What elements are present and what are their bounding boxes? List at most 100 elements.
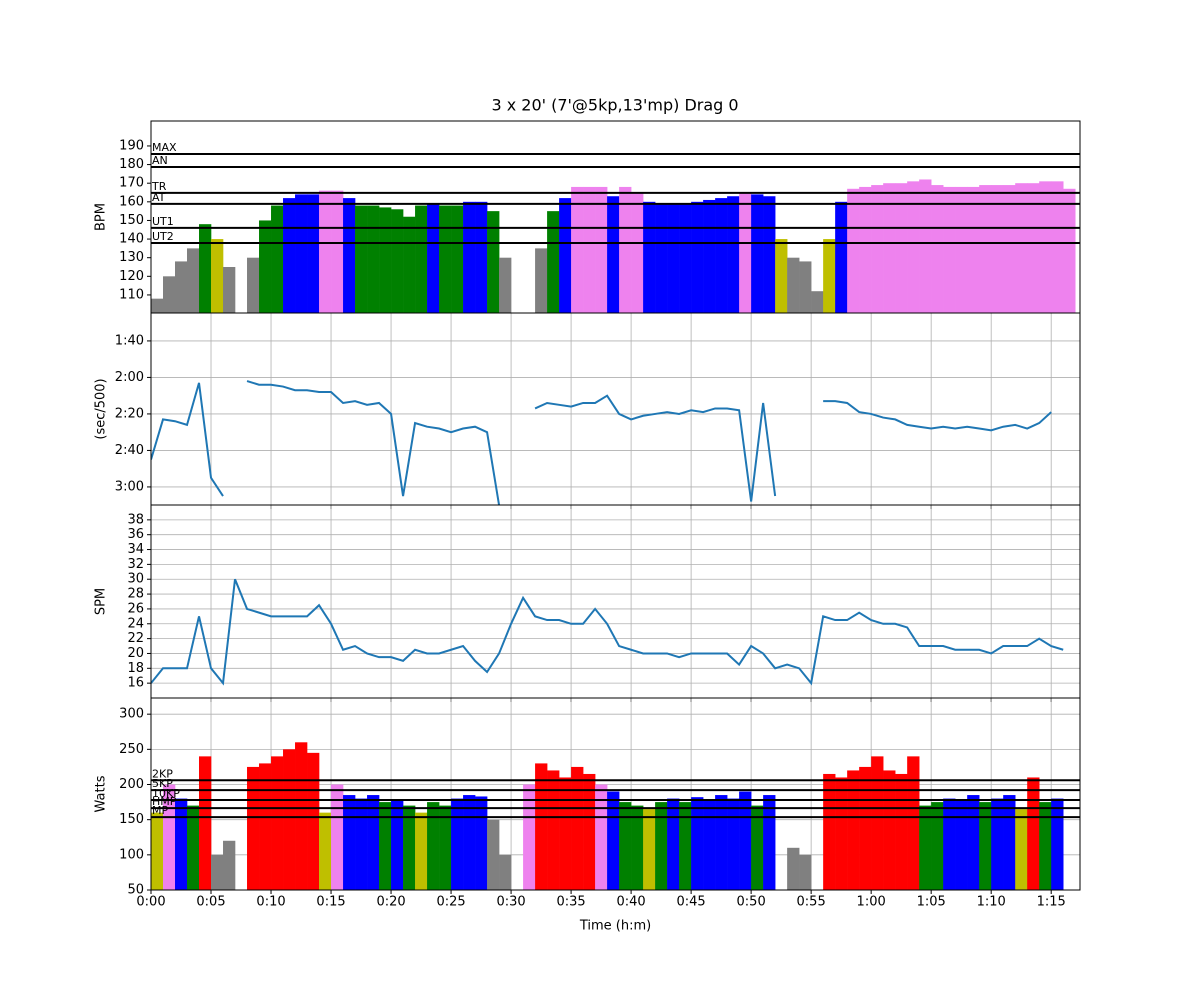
bar [679, 802, 692, 890]
bar [523, 784, 536, 890]
bar [367, 205, 380, 313]
x-tick-label: 0:05 [196, 895, 225, 910]
bar [907, 181, 920, 313]
bar [439, 805, 452, 890]
bar [211, 239, 224, 313]
bar [379, 207, 392, 313]
plot-area [151, 742, 1064, 890]
bar [607, 196, 620, 313]
bar [247, 257, 260, 313]
y-tick-label: 22 [127, 631, 144, 646]
bar [559, 777, 572, 890]
bar [895, 773, 908, 890]
bar [595, 784, 608, 890]
bar [715, 198, 728, 313]
bar [763, 795, 776, 890]
y-tick-label: 100 [119, 847, 144, 862]
y-axis-label: SPM [94, 588, 109, 615]
bar [199, 756, 212, 890]
x-tick-label: 0:25 [436, 895, 465, 910]
bar [691, 797, 704, 890]
bar [847, 770, 860, 890]
bar [703, 799, 716, 890]
bar [151, 812, 164, 890]
bar [835, 201, 848, 313]
bar [919, 179, 932, 313]
bar [187, 248, 200, 313]
bar [343, 198, 356, 313]
bar [607, 791, 620, 890]
bar [883, 183, 896, 313]
bar [739, 192, 752, 313]
bar [487, 819, 500, 890]
bar [307, 752, 320, 890]
plot-area [151, 179, 1076, 313]
zone-label: HMP [152, 795, 177, 808]
y-tick-label: 1:40 [115, 333, 144, 348]
bar [1051, 181, 1064, 313]
plot-area [151, 380, 1052, 505]
bar [1063, 188, 1076, 313]
y-tick-label: 200 [119, 777, 144, 792]
y-axis-label: BPM [94, 203, 109, 231]
bar [307, 194, 320, 313]
bar [967, 186, 980, 313]
y-tick-label: 190 [119, 138, 144, 153]
x-tick-label: 1:00 [857, 895, 886, 910]
bar [403, 805, 416, 890]
y-tick-label: 160 [119, 194, 144, 209]
x-tick-label: 1:10 [977, 895, 1006, 910]
bar [931, 185, 944, 313]
bar [367, 795, 380, 890]
y-tick-label: 2:20 [115, 406, 144, 421]
y-tick-label: 38 [127, 512, 144, 527]
y-tick-label: 110 [119, 287, 144, 302]
zone-label: TR [151, 180, 167, 193]
bar [787, 847, 800, 890]
bar [415, 205, 428, 313]
zone-label: 2KP [152, 767, 173, 780]
bar [199, 224, 212, 313]
bar [655, 203, 668, 313]
bar [919, 805, 932, 890]
y-tick-label: 16 [127, 676, 144, 691]
bar [715, 795, 728, 890]
y-tick-label: 26 [127, 601, 144, 616]
bar [463, 201, 476, 313]
x-tick-label: 0:10 [256, 895, 285, 910]
y-tick-label: 170 [119, 176, 144, 191]
y-tick-label: 34 [127, 542, 144, 557]
bar [955, 186, 968, 313]
y-tick-label: 20 [127, 646, 144, 661]
bar [319, 812, 332, 890]
plot-area [151, 578, 1064, 686]
bar [727, 196, 740, 313]
bar [247, 766, 260, 890]
zone-label: UT2 [152, 230, 174, 243]
bar [187, 805, 200, 890]
bar [259, 220, 272, 313]
bar [271, 205, 284, 313]
x-tick-label: 1:05 [917, 895, 946, 910]
panel: 50 100 150 200 250 300 0:00 0:05 0:10 0:15 0:20 0:2… [94, 697, 1081, 934]
bar [943, 798, 956, 890]
bar [271, 756, 284, 890]
bar [955, 799, 968, 890]
bar [535, 248, 548, 313]
bar [655, 802, 668, 890]
bar [1039, 802, 1052, 890]
bar [631, 805, 644, 890]
y-axis-label: (sec/500) [94, 378, 109, 439]
x-tick-label: 0:40 [617, 895, 646, 910]
axes-frame [150, 697, 1081, 891]
bar [667, 203, 680, 313]
bar [223, 267, 236, 313]
panel: 1:40 2:00 2:20 2:40 3:00 (sec/500) [94, 312, 1081, 509]
y-tick-label: 50 [127, 883, 144, 898]
bar [859, 186, 872, 313]
bar [451, 205, 464, 313]
y-tick-label: 3:00 [115, 479, 144, 494]
bar [535, 763, 548, 890]
y-tick-label: 2:00 [115, 370, 144, 385]
